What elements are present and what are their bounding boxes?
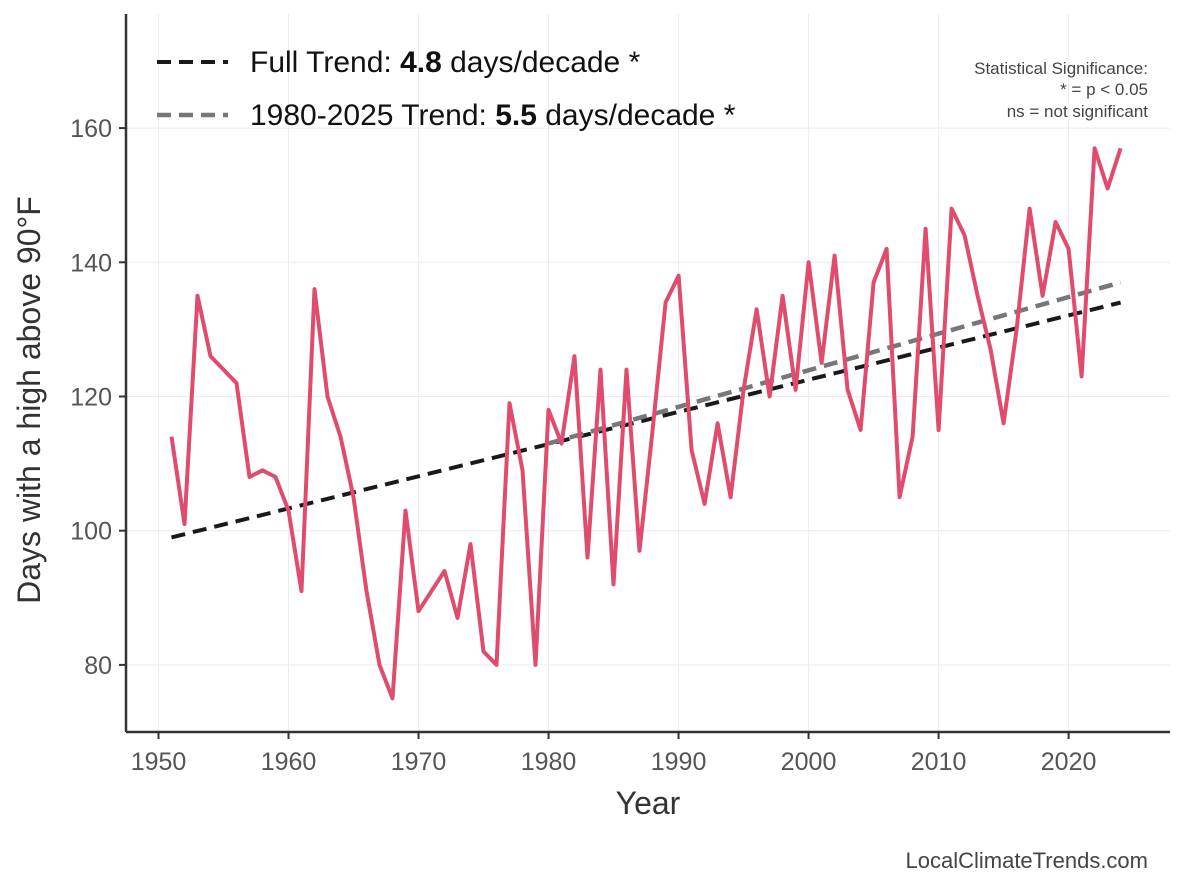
x-tick-label-1990: 1990 (651, 748, 707, 776)
significance-note: Statistical Significance: * = p < 0.05 n… (974, 59, 1148, 121)
full-trend-line (171, 300, 1122, 540)
axes (124, 14, 1170, 734)
y-tick-label-80: 80 (84, 652, 112, 680)
x-tick-label-2000: 2000 (781, 748, 837, 776)
y-tick-label-100: 100 (70, 518, 112, 546)
legend-full-value: 4.8 (400, 46, 442, 79)
x-tick-label-1960: 1960 (261, 748, 317, 776)
trend-lines (171, 280, 1122, 540)
x-axis-title: Year (616, 785, 681, 821)
legend-full-suffix: days/decade * (442, 46, 641, 79)
x-tick-label-2020: 2020 (1041, 748, 1097, 776)
y-axis-title: Days with a high above 90°F (11, 196, 47, 604)
legend-recent-value: 5.5 (495, 99, 537, 132)
x-tick-label-1950: 1950 (131, 748, 187, 776)
series-line-days-above-90 (169, 146, 1123, 701)
y-tick-label-160: 160 (70, 115, 112, 143)
y-tick-label-140: 140 (70, 249, 112, 277)
significance-title: Statistical Significance: (974, 59, 1148, 78)
legend: Full Trend: 4.8 days/decade * 1980-2025 … (157, 46, 736, 132)
source-credit: LocalClimateTrends.com (905, 848, 1149, 873)
significance-line-1: * = p < 0.05 (1060, 80, 1148, 99)
legend-label-full-trend: Full Trend: 4.8 days/decade * (250, 46, 641, 79)
legend-recent-prefix: 1980-2025 Trend: (250, 99, 495, 132)
x-tick-label-2010: 2010 (911, 748, 967, 776)
x-tick-label-1970: 1970 (391, 748, 447, 776)
y-tick-label-120: 120 (70, 383, 112, 411)
recent-trend-line (547, 280, 1122, 446)
y-ticks: 80 100 120 140 160 (70, 115, 126, 680)
x-tick-label-1980: 1980 (521, 748, 577, 776)
grid (126, 14, 1170, 732)
x-ticks: 1950 1960 1970 1980 1990 2000 2010 2020 (131, 732, 1097, 776)
legend-recent-suffix: days/decade * (537, 99, 736, 132)
legend-full-prefix: Full Trend: (250, 46, 400, 79)
legend-label-recent-trend: 1980-2025 Trend: 5.5 days/decade * (250, 99, 736, 132)
data-points (170, 146, 1123, 700)
significance-line-2: ns = not significant (1007, 102, 1149, 121)
